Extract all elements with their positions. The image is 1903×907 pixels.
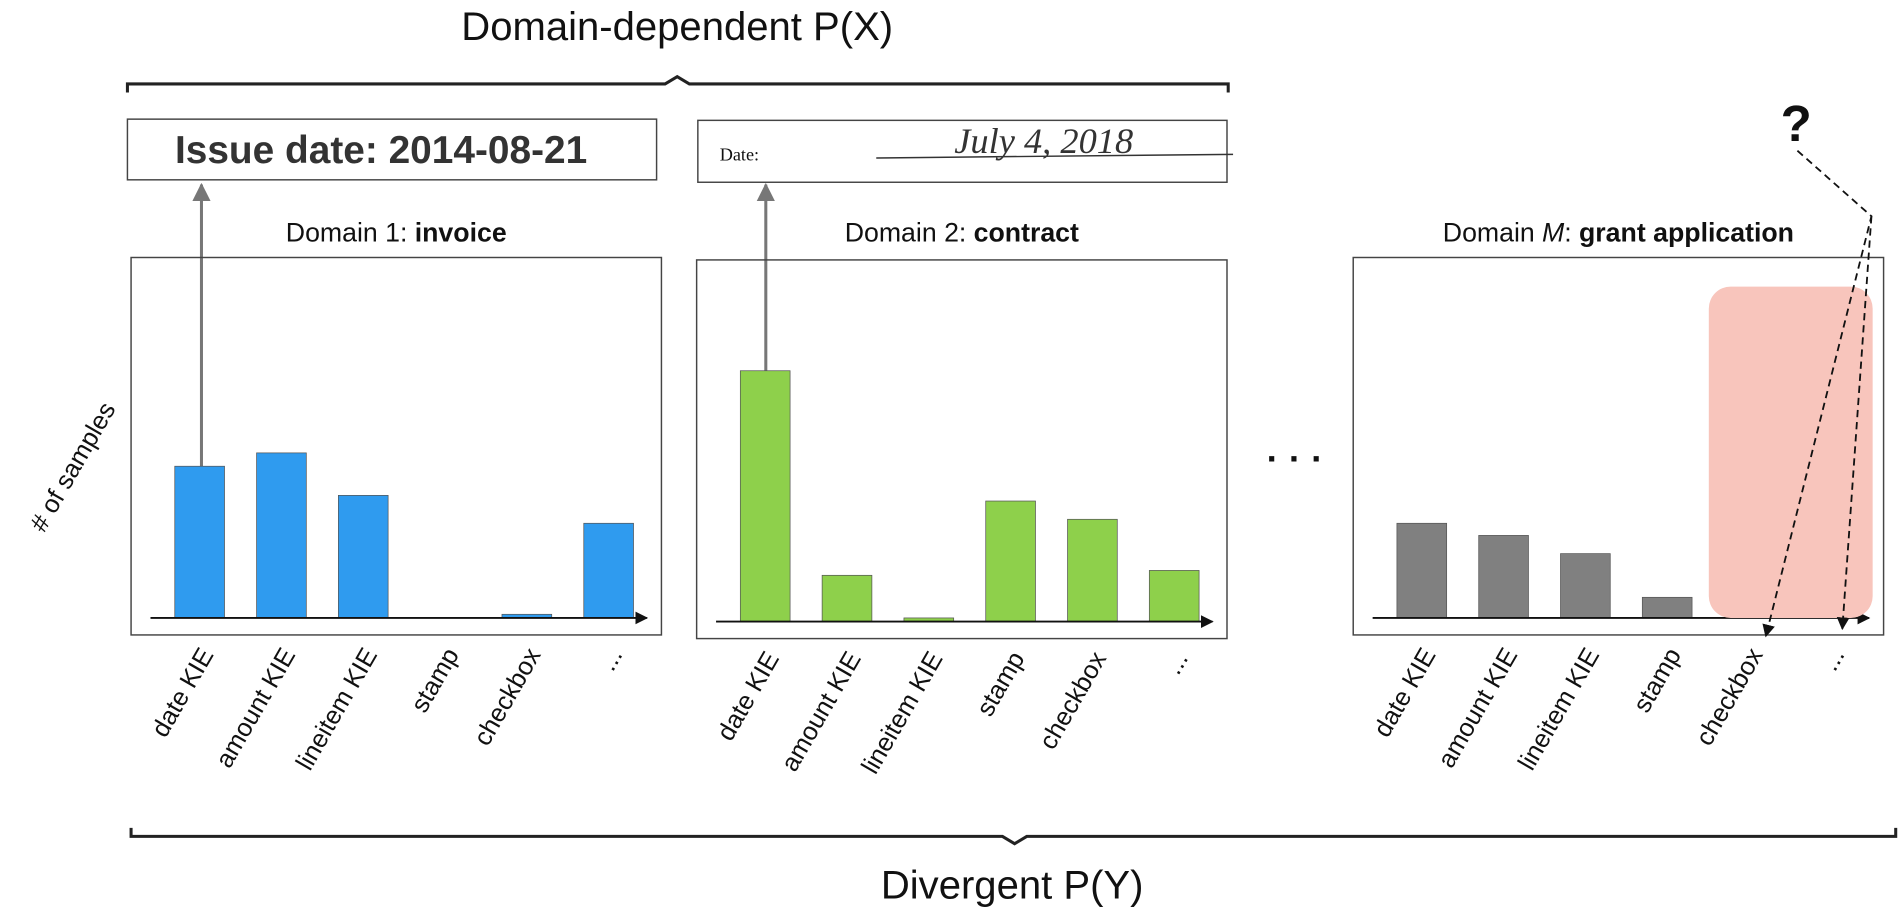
- title-part: invoice: [415, 218, 507, 248]
- x-tick-label: stamp: [1628, 643, 1687, 717]
- contract-handwriting: July 4, 2018: [954, 121, 1133, 161]
- title-part: contract: [974, 218, 1079, 248]
- x-tick-label: amount KIE: [776, 647, 867, 776]
- bar: [1068, 519, 1118, 621]
- title-part: Domain 1:: [286, 218, 408, 248]
- title-part: grant application: [1579, 218, 1794, 248]
- figure: Domain-dependent P(X) Divergent P(Y) # o…: [0, 0, 1903, 907]
- x-tick-label: lineitem KIE: [856, 647, 948, 779]
- y-axis-label: # of samples: [25, 398, 121, 537]
- bar: [175, 466, 225, 618]
- bar: [986, 501, 1036, 622]
- bar: [1479, 535, 1529, 618]
- title-part: Domain: [1443, 218, 1535, 248]
- x-tick-label: stamp: [406, 643, 465, 717]
- header: Domain-dependent P(X): [461, 5, 893, 49]
- title-part: :: [1564, 218, 1571, 248]
- bar: [257, 453, 307, 618]
- bar: [1561, 554, 1611, 618]
- chart-title: Domain 1:invoice: [286, 218, 507, 248]
- x-tick-label: amount KIE: [210, 643, 301, 772]
- x-tick-label: checkbox: [1691, 643, 1769, 750]
- bar: [1397, 523, 1447, 618]
- x-tick-label: date KIE: [712, 647, 785, 746]
- x-tick-label: amount KIE: [1433, 643, 1524, 772]
- bar: [584, 523, 634, 618]
- footer: Divergent P(Y): [881, 863, 1144, 907]
- title-part: Domain 2:: [845, 218, 967, 248]
- x-tick-label: lineitem KIE: [1513, 643, 1605, 775]
- x-tick-label: ...: [594, 643, 629, 675]
- bar: [1149, 570, 1199, 621]
- x-tick-label: lineitem KIE: [291, 643, 383, 775]
- bar: [740, 371, 790, 622]
- unknown-highlight: [1709, 287, 1873, 618]
- x-tick-label: ...: [1816, 643, 1851, 675]
- page: { "header": "Domain-dependent P(X)", "fo…: [0, 0, 1903, 907]
- contract-snippet-label: Date:: [720, 144, 759, 164]
- question-mark: ?: [1781, 95, 1812, 152]
- bottom-brace: [131, 828, 1896, 844]
- bar: [1642, 597, 1692, 618]
- x-tick-label: date KIE: [1368, 643, 1441, 742]
- bar: [338, 495, 388, 618]
- bar: [822, 575, 872, 621]
- x-tick-label: checkbox: [469, 643, 547, 750]
- chart-title: Domain 2:contract: [845, 218, 1079, 248]
- ellipsis: · · ·: [1267, 438, 1324, 479]
- x-tick-label: ...: [1159, 647, 1194, 679]
- x-tick-label: date KIE: [146, 643, 219, 742]
- title-part: M: [1542, 218, 1565, 248]
- invoice-snippet: Issue date: 2014-08-21: [175, 129, 587, 172]
- top-brace: [127, 77, 1228, 93]
- x-tick-label: checkbox: [1034, 647, 1112, 754]
- x-tick-label: stamp: [971, 647, 1030, 721]
